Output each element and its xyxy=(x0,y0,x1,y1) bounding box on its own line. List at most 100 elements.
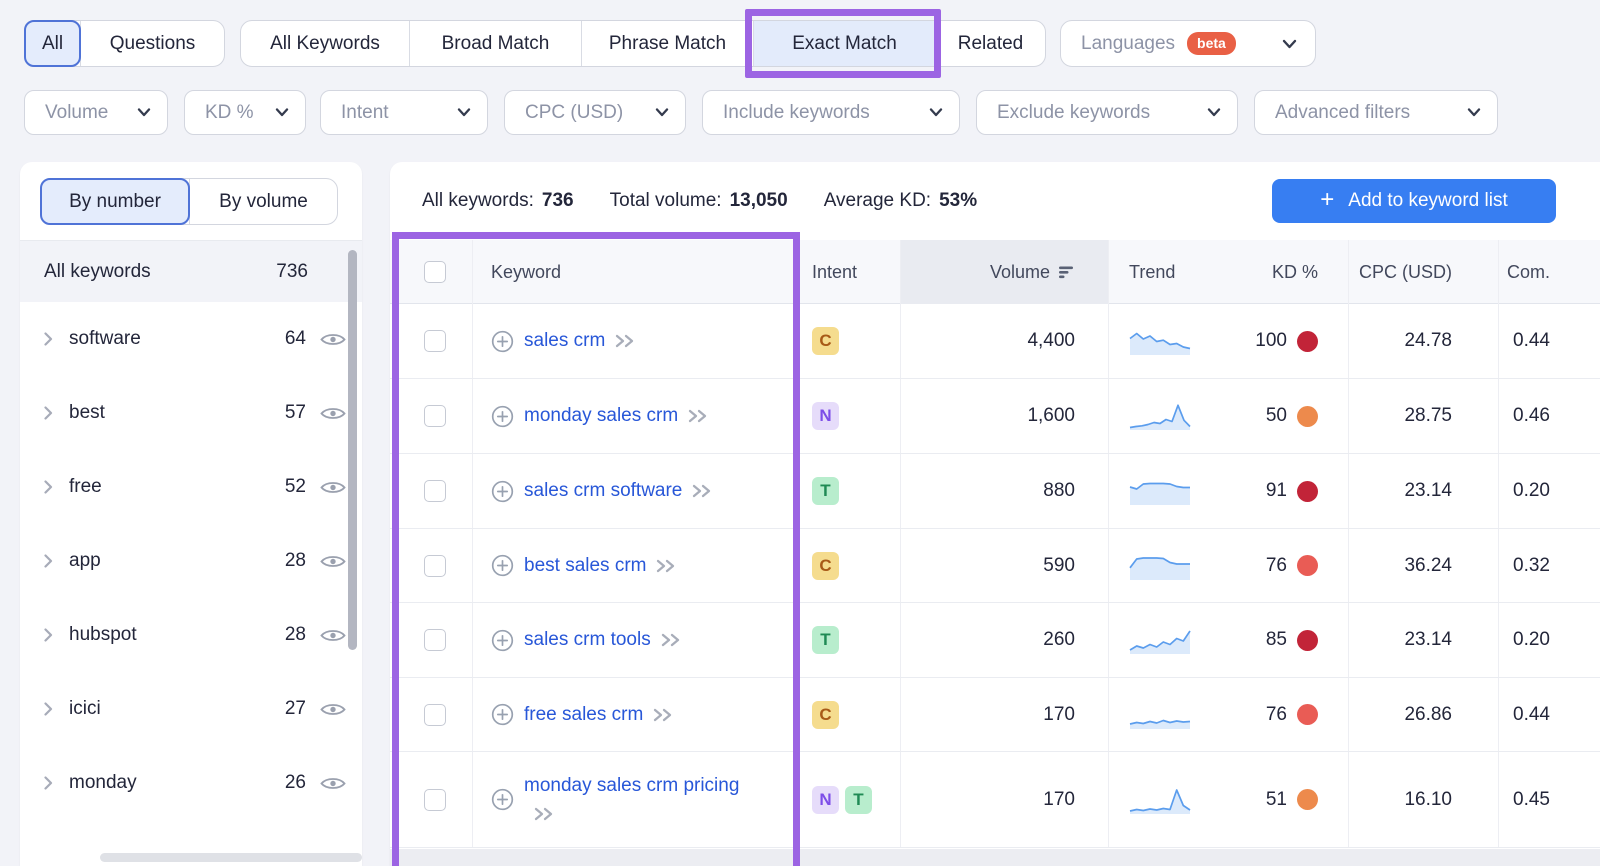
chevron-right-icon[interactable] xyxy=(44,332,53,346)
row-checkbox[interactable] xyxy=(424,788,446,811)
column-header-keyword[interactable]: Keyword xyxy=(472,240,805,304)
cpc-cell: 36.24 xyxy=(1348,529,1498,602)
keyword-link[interactable]: monday sales crm xyxy=(524,402,709,430)
match-tab-phrase-match[interactable]: Phrase Match xyxy=(581,21,753,66)
sort-descending-icon xyxy=(1059,266,1073,278)
add-keyword-icon[interactable] xyxy=(491,629,514,652)
kd-difficulty-dot xyxy=(1297,629,1318,651)
keyword-link[interactable]: sales crm xyxy=(524,327,636,355)
row-checkbox[interactable] xyxy=(424,629,446,651)
add-to-keyword-list-button[interactable]: + Add to keyword list xyxy=(1272,179,1556,223)
filter-dropdown-exclude-keywords[interactable]: Exclude keywords xyxy=(976,90,1238,135)
filter-dropdown-volume[interactable]: Volume xyxy=(24,90,168,135)
sidebar-item-monday[interactable]: monday 26 xyxy=(20,746,362,820)
keyword-link[interactable]: sales crm tools xyxy=(524,626,682,654)
filter-dropdown-kd-[interactable]: KD % xyxy=(184,90,306,135)
sidebar-item-count: 52 xyxy=(284,476,306,497)
sidebar-item-app[interactable]: app 28 xyxy=(20,524,362,598)
expand-keyword-icon[interactable] xyxy=(653,708,674,722)
match-tab-related[interactable]: Related xyxy=(935,21,1045,66)
intent-cell: T xyxy=(805,626,900,654)
add-keyword-icon[interactable] xyxy=(491,405,514,428)
row-checkbox[interactable] xyxy=(424,405,446,427)
column-header-trend[interactable]: Trend xyxy=(1108,240,1220,304)
match-tab-exact-match[interactable]: Exact Match xyxy=(753,21,935,66)
questions-tab-questions[interactable]: Questions xyxy=(80,21,224,66)
table-bottom-scroll-track[interactable] xyxy=(390,849,1600,866)
chevron-right-icon[interactable] xyxy=(44,628,53,642)
chevron-right-icon[interactable] xyxy=(44,776,53,790)
keyword-cell: best sales crm xyxy=(472,529,805,602)
select-all-checkbox[interactable] xyxy=(424,261,446,283)
sidebar-item-best[interactable]: best 57 xyxy=(20,376,362,450)
row-checkbox[interactable] xyxy=(424,703,446,726)
expand-keyword-icon[interactable] xyxy=(656,559,677,573)
chevron-down-icon xyxy=(137,108,151,117)
table-row: monday sales crm pricing N T 170 51 16.10 0.45 xyxy=(390,752,1600,848)
expand-keyword-icon[interactable] xyxy=(615,334,636,348)
trend-cell xyxy=(1108,603,1220,677)
filter-dropdown-cpc-usd-[interactable]: CPC (USD) xyxy=(504,90,686,135)
chevron-right-icon[interactable] xyxy=(44,480,53,494)
sidebar-item-free[interactable]: free 52 xyxy=(20,450,362,524)
row-checkbox[interactable] xyxy=(424,330,446,352)
sidebar-all-keywords-row[interactable]: All keywords 736 xyxy=(20,241,362,302)
sidebar-item-software[interactable]: software 64 xyxy=(20,302,362,376)
column-header-volume[interactable]: Volume xyxy=(900,240,1108,304)
vertical-scrollbar[interactable] xyxy=(348,250,357,650)
sidebar-item-icici[interactable]: icici 27 xyxy=(20,672,362,746)
keyword-link[interactable]: monday sales crm pricing xyxy=(524,772,742,827)
match-tab-all-keywords[interactable]: All Keywords xyxy=(270,32,380,54)
expand-keyword-icon[interactable] xyxy=(688,409,709,423)
sidebar-sort-tab-by-volume[interactable]: By volume xyxy=(189,179,337,224)
column-header-intent[interactable]: Intent xyxy=(812,261,858,282)
questions-tab-all[interactable]: All xyxy=(24,20,81,67)
horizontal-scrollbar[interactable] xyxy=(100,853,362,862)
add-keyword-icon[interactable] xyxy=(491,703,514,726)
match-tab-broad-match[interactable]: Broad Match xyxy=(409,21,581,66)
row-checkbox-cell xyxy=(390,529,472,602)
column-header-cpc[interactable]: CPC (USD) xyxy=(1348,240,1498,304)
kd-value: 100 xyxy=(1255,330,1287,351)
row-checkbox[interactable] xyxy=(424,480,446,502)
eye-icon[interactable] xyxy=(320,405,346,422)
keyword-link[interactable]: free sales crm xyxy=(524,701,674,729)
chevron-right-icon[interactable] xyxy=(44,702,53,716)
sidebar-item-count: 57 xyxy=(284,402,306,423)
filter-dropdown-advanced-filters[interactable]: Advanced filters xyxy=(1254,90,1498,135)
eye-icon[interactable] xyxy=(320,627,346,644)
filter-dropdown-intent[interactable]: Intent xyxy=(320,90,488,135)
eye-icon[interactable] xyxy=(320,553,346,570)
intent-badge-n: N xyxy=(812,785,839,814)
row-checkbox[interactable] xyxy=(424,554,446,577)
eye-icon[interactable] xyxy=(320,701,346,718)
sidebar-item-hubspot[interactable]: hubspot 28 xyxy=(20,598,362,672)
filter-dropdown-include-keywords[interactable]: Include keywords xyxy=(702,90,960,135)
expand-keyword-icon[interactable] xyxy=(692,484,713,498)
sidebar-sort-tab-by-number[interactable]: By number xyxy=(40,178,190,225)
column-header-com[interactable]: Com. xyxy=(1498,240,1600,304)
chevron-right-icon[interactable] xyxy=(44,554,53,568)
eye-icon[interactable] xyxy=(320,775,346,792)
sidebar-item-count: 28 xyxy=(284,550,306,571)
intent-cell: T xyxy=(805,477,900,505)
add-keyword-icon[interactable] xyxy=(491,480,514,503)
add-keyword-icon[interactable] xyxy=(491,788,514,811)
add-keyword-icon[interactable] xyxy=(491,554,514,577)
chevron-right-icon[interactable] xyxy=(44,406,53,420)
keyword-link[interactable]: sales crm software xyxy=(524,477,713,505)
chevron-down-icon xyxy=(1207,108,1221,117)
column-header-kd[interactable]: KD % xyxy=(1271,261,1318,282)
filter-dropdown-label: Advanced filters xyxy=(1275,101,1411,123)
languages-dropdown[interactable]: Languages beta xyxy=(1060,20,1316,67)
keyword-link[interactable]: best sales crm xyxy=(524,552,677,580)
eye-icon[interactable] xyxy=(320,331,346,348)
summary-bar: All keywords: 736 Total volume: 13,050 Ave… xyxy=(422,162,977,240)
filter-dropdown-label: Include keywords xyxy=(723,101,870,123)
expand-keyword-icon[interactable] xyxy=(661,633,682,647)
all-keywords-count: 736 xyxy=(276,260,308,282)
intent-badge-t: T xyxy=(845,785,872,814)
expand-keyword-icon[interactable] xyxy=(534,807,555,821)
add-keyword-icon[interactable] xyxy=(491,330,514,353)
eye-icon[interactable] xyxy=(320,479,346,496)
